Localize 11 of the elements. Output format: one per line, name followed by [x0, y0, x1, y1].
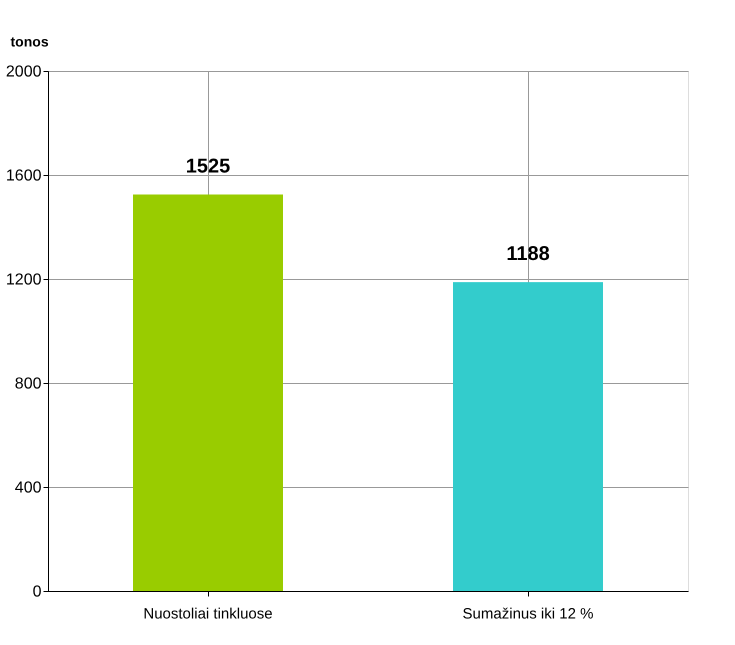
- y-tick-label: 2000: [6, 64, 42, 80]
- y-tick-label: 400: [14, 480, 42, 496]
- y-tick-label: 1200: [6, 272, 42, 288]
- data-label: 1525: [186, 156, 230, 178]
- x-tick-label: Sumažinus iki 12 %: [462, 606, 594, 622]
- y-tick-label: 1600: [6, 168, 42, 184]
- y-axis-title: tonos: [10, 34, 49, 50]
- y-tick-label: 0: [32, 584, 42, 600]
- data-label: 1188: [506, 243, 550, 266]
- y-tick-label: 800: [14, 376, 42, 392]
- x-tick-label: Nuostoliai tinkluose: [143, 606, 273, 622]
